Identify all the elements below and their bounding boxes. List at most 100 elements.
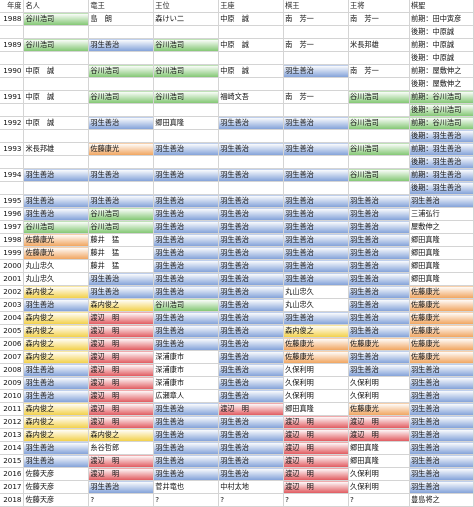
table-cell[interactable] xyxy=(348,181,410,195)
table-cell[interactable]: 糸谷哲郎 xyxy=(88,441,155,455)
table-cell[interactable]: 森内俊之 xyxy=(23,324,90,338)
table-cell[interactable]: 渡辺 明 xyxy=(88,376,155,390)
table-cell[interactable]: 羽生善治 xyxy=(153,220,220,234)
table-cell[interactable]: 羽生善治 xyxy=(88,168,155,182)
year-cell[interactable]: 1998 xyxy=(0,233,25,247)
table-cell[interactable]: 中原 誠 xyxy=(23,64,90,78)
table-cell[interactable] xyxy=(153,129,220,143)
table-cell[interactable]: 羽生善治 xyxy=(23,441,90,455)
year-cell[interactable]: 1999 xyxy=(0,246,25,260)
table-cell[interactable]: 郷田真隆 xyxy=(409,272,474,286)
table-cell[interactable]: 羽生善治 xyxy=(348,298,410,312)
table-cell[interactable]: 羽生善治 xyxy=(348,207,410,221)
table-cell[interactable]: 佐藤天彦 xyxy=(23,480,90,494)
table-cell[interactable]: 丸山忠久 xyxy=(23,272,90,286)
table-cell[interactable] xyxy=(218,129,285,143)
table-cell[interactable]: 米長邦雄 xyxy=(348,38,410,52)
table-cell[interactable]: ? xyxy=(283,493,350,507)
table-cell[interactable]: 羽生善治 xyxy=(218,337,285,351)
table-cell[interactable]: 森内俊之 xyxy=(88,428,155,442)
table-cell[interactable]: 渡辺 明 xyxy=(88,311,155,325)
table-cell[interactable]: 渡辺 明 xyxy=(88,415,155,429)
table-cell[interactable]: 渡辺 明 xyxy=(88,389,155,403)
table-cell[interactable]: 羽生善治 xyxy=(218,194,285,208)
table-cell[interactable] xyxy=(218,155,285,169)
table-cell[interactable]: 羽生善治 xyxy=(218,311,285,325)
table-cell[interactable]: 森内俊之 xyxy=(23,415,90,429)
table-cell[interactable]: 羽生善治 xyxy=(409,402,474,416)
year-cell[interactable]: 2014 xyxy=(0,441,25,455)
table-cell[interactable] xyxy=(218,181,285,195)
year-cell[interactable]: 1992 xyxy=(0,116,25,130)
table-cell[interactable]: 藤井 猛 xyxy=(88,259,155,273)
table-cell[interactable] xyxy=(23,181,90,195)
table-cell[interactable]: 佐藤康光 xyxy=(409,298,474,312)
table-cell[interactable]: 羽生善治 xyxy=(153,467,220,481)
table-cell[interactable]: 森内俊之 xyxy=(23,285,90,299)
table-cell[interactable]: 羽生善治 xyxy=(348,350,410,364)
table-cell[interactable]: 佐藤康光 xyxy=(348,402,410,416)
year-cell[interactable]: 1993 xyxy=(0,142,25,156)
table-cell[interactable]: 渡辺 明 xyxy=(88,467,155,481)
table-cell[interactable]: 羽生善治 xyxy=(348,220,410,234)
table-cell[interactable]: 中原 誠 xyxy=(23,116,90,130)
table-cell[interactable]: 渡辺 明 xyxy=(88,402,155,416)
table-cell[interactable]: 羽生善治 xyxy=(153,142,220,156)
table-cell[interactable]: 久保利明 xyxy=(348,376,410,390)
table-cell[interactable]: 谷川浩司 xyxy=(88,207,155,221)
table-cell[interactable] xyxy=(23,77,90,91)
table-cell[interactable] xyxy=(23,129,90,143)
table-cell[interactable]: 後期：谷川浩司 xyxy=(409,103,474,117)
table-cell[interactable]: 久保利明 xyxy=(348,467,410,481)
year-cell[interactable]: 2011 xyxy=(0,402,25,416)
table-cell[interactable]: 羽生善治 xyxy=(153,415,220,429)
table-cell[interactable] xyxy=(153,77,220,91)
year-cell[interactable]: 2009 xyxy=(0,376,25,390)
table-cell[interactable]: 羽生善治 xyxy=(218,220,285,234)
table-cell[interactable]: 羽生善治 xyxy=(88,285,155,299)
table-cell[interactable]: 久保利明 xyxy=(348,389,410,403)
table-cell[interactable]: 谷川浩司 xyxy=(348,116,410,130)
table-cell[interactable]: 羽生善治 xyxy=(283,233,350,247)
table-cell[interactable]: 羽生善治 xyxy=(218,415,285,429)
year-cell[interactable]: 2010 xyxy=(0,389,25,403)
table-cell[interactable]: 羽生善治 xyxy=(218,259,285,273)
table-cell[interactable]: 谷川浩司 xyxy=(348,90,410,104)
table-cell[interactable]: 前期：谷川浩司 xyxy=(409,90,474,104)
table-cell[interactable]: 渡辺 明 xyxy=(88,363,155,377)
table-cell[interactable] xyxy=(23,51,90,65)
table-cell[interactable]: 森内俊之 xyxy=(283,324,350,338)
table-cell[interactable]: 島 朗 xyxy=(88,12,155,26)
table-cell[interactable]: 羽生善治 xyxy=(283,220,350,234)
table-cell[interactable]: 谷川浩司 xyxy=(153,64,220,78)
table-cell[interactable]: 藤井 猛 xyxy=(88,246,155,260)
year-cell[interactable]: 1988 xyxy=(0,12,25,26)
year-cell[interactable]: 1997 xyxy=(0,220,25,234)
table-cell[interactable] xyxy=(283,51,350,65)
table-cell[interactable]: 羽生善治 xyxy=(409,363,474,377)
table-cell[interactable]: 羽生善治 xyxy=(23,194,90,208)
table-cell[interactable]: 渡辺 明 xyxy=(218,402,285,416)
table-cell[interactable]: 佐藤康光 xyxy=(283,350,350,364)
table-cell[interactable] xyxy=(88,103,155,117)
table-cell[interactable]: 羽生善治 xyxy=(283,246,350,260)
table-cell[interactable] xyxy=(88,77,155,91)
table-cell[interactable]: 羽生善治 xyxy=(218,207,285,221)
table-cell[interactable]: 羽生善治 xyxy=(88,480,155,494)
table-cell[interactable]: 羽生善治 xyxy=(153,194,220,208)
table-cell[interactable]: 郷田真隆 xyxy=(348,441,410,455)
table-cell[interactable]: 羽生善治 xyxy=(153,311,220,325)
table-cell[interactable]: 久保利明 xyxy=(348,480,410,494)
year-cell[interactable]: 2002 xyxy=(0,285,25,299)
table-cell[interactable] xyxy=(348,129,410,143)
table-cell[interactable]: 菅井竜也 xyxy=(153,480,220,494)
table-cell[interactable] xyxy=(88,155,155,169)
table-cell[interactable]: 羽生善治 xyxy=(283,259,350,273)
table-cell[interactable]: 森内俊之 xyxy=(23,428,90,442)
year-cell[interactable] xyxy=(0,25,25,39)
table-cell[interactable]: 羽生善治 xyxy=(23,454,90,468)
table-cell[interactable]: 中村太地 xyxy=(218,480,285,494)
table-cell[interactable]: 佐藤天彦 xyxy=(23,467,90,481)
table-cell[interactable]: 佐藤康光 xyxy=(409,311,474,325)
table-cell[interactable] xyxy=(218,25,285,39)
